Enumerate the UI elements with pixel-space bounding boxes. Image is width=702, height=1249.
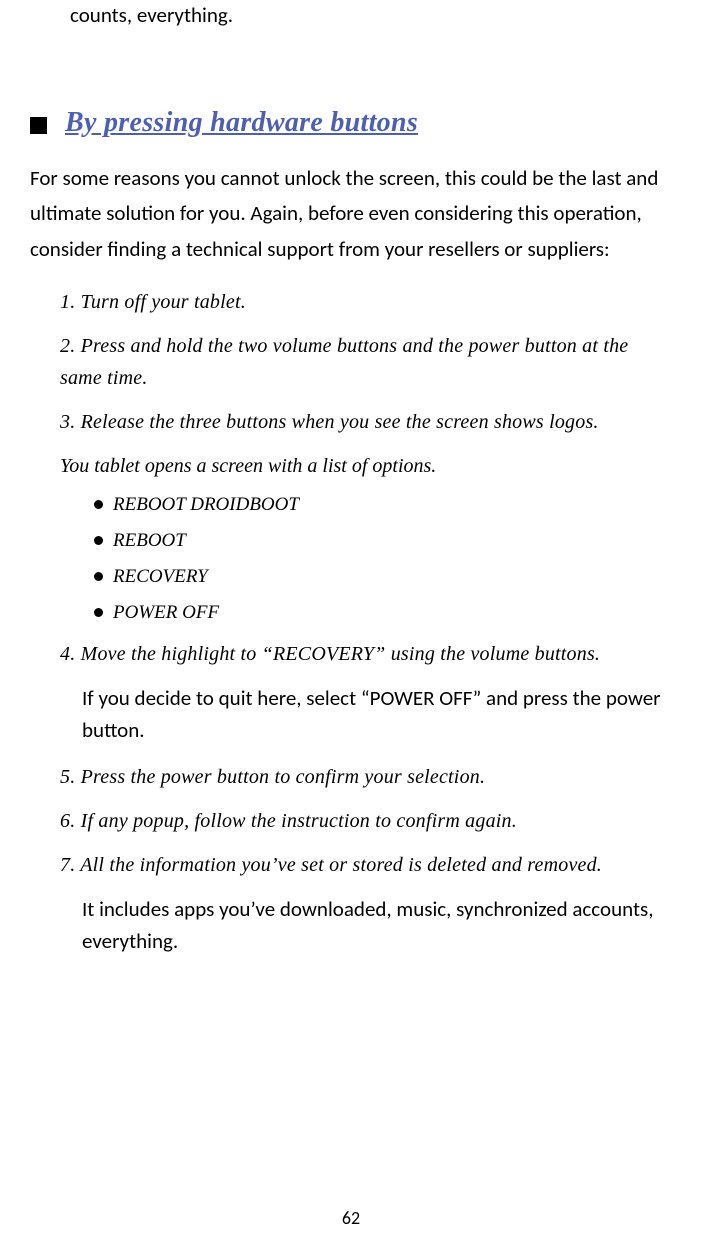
step-6: 6. If any popup, follow the instruction …: [60, 805, 672, 837]
option-label: REBOOT DROIDBOOT: [113, 494, 299, 516]
option-item: POWER OFF: [94, 602, 672, 624]
section-intro: For some reasons you cannot unlock the s…: [30, 161, 672, 268]
step-7: 7. All the information you’ve set or sto…: [60, 849, 672, 881]
option-item: REBOOT DROIDBOOT: [94, 494, 672, 516]
bullet-icon: [94, 608, 103, 617]
step-5: 5. Press the power button to confirm you…: [60, 761, 672, 793]
options-list: REBOOT DROIDBOOT REBOOT RECOVERY POWER O…: [94, 494, 672, 624]
step-1: 1. Turn off your tablet.: [60, 286, 672, 318]
bullet-icon: [94, 536, 103, 545]
document-page: counts, everything. By pressing hardware…: [0, 0, 702, 1249]
step-2: 2. Press and hold the two volume buttons…: [60, 330, 672, 394]
option-item: REBOOT: [94, 530, 672, 552]
previous-page-fragment: counts, everything.: [70, 0, 672, 32]
step-7-note: It includes apps you’ve downloaded, musi…: [82, 893, 672, 958]
section-heading-row: By pressing hardware buttons: [30, 107, 672, 139]
bullet-icon: [94, 572, 103, 581]
option-label: RECOVERY: [113, 566, 208, 588]
option-label: POWER OFF: [113, 602, 219, 624]
steps-list: 1. Turn off your tablet. 2. Press and ho…: [60, 286, 672, 958]
option-item: RECOVERY: [94, 566, 672, 588]
step-3: 3. Release the three buttons when you se…: [60, 406, 672, 438]
square-bullet-icon: [30, 117, 47, 134]
page-number: 62: [0, 1207, 702, 1229]
step-4: 4. Move the highlight to “RECOVERY” usin…: [60, 638, 672, 670]
section-heading: By pressing hardware buttons: [65, 107, 418, 139]
step-3-note: You tablet opens a screen with a list of…: [60, 450, 672, 482]
option-label: REBOOT: [113, 530, 186, 552]
bullet-icon: [94, 500, 103, 509]
step-4-note: If you decide to quit here, select “POWE…: [82, 682, 672, 747]
